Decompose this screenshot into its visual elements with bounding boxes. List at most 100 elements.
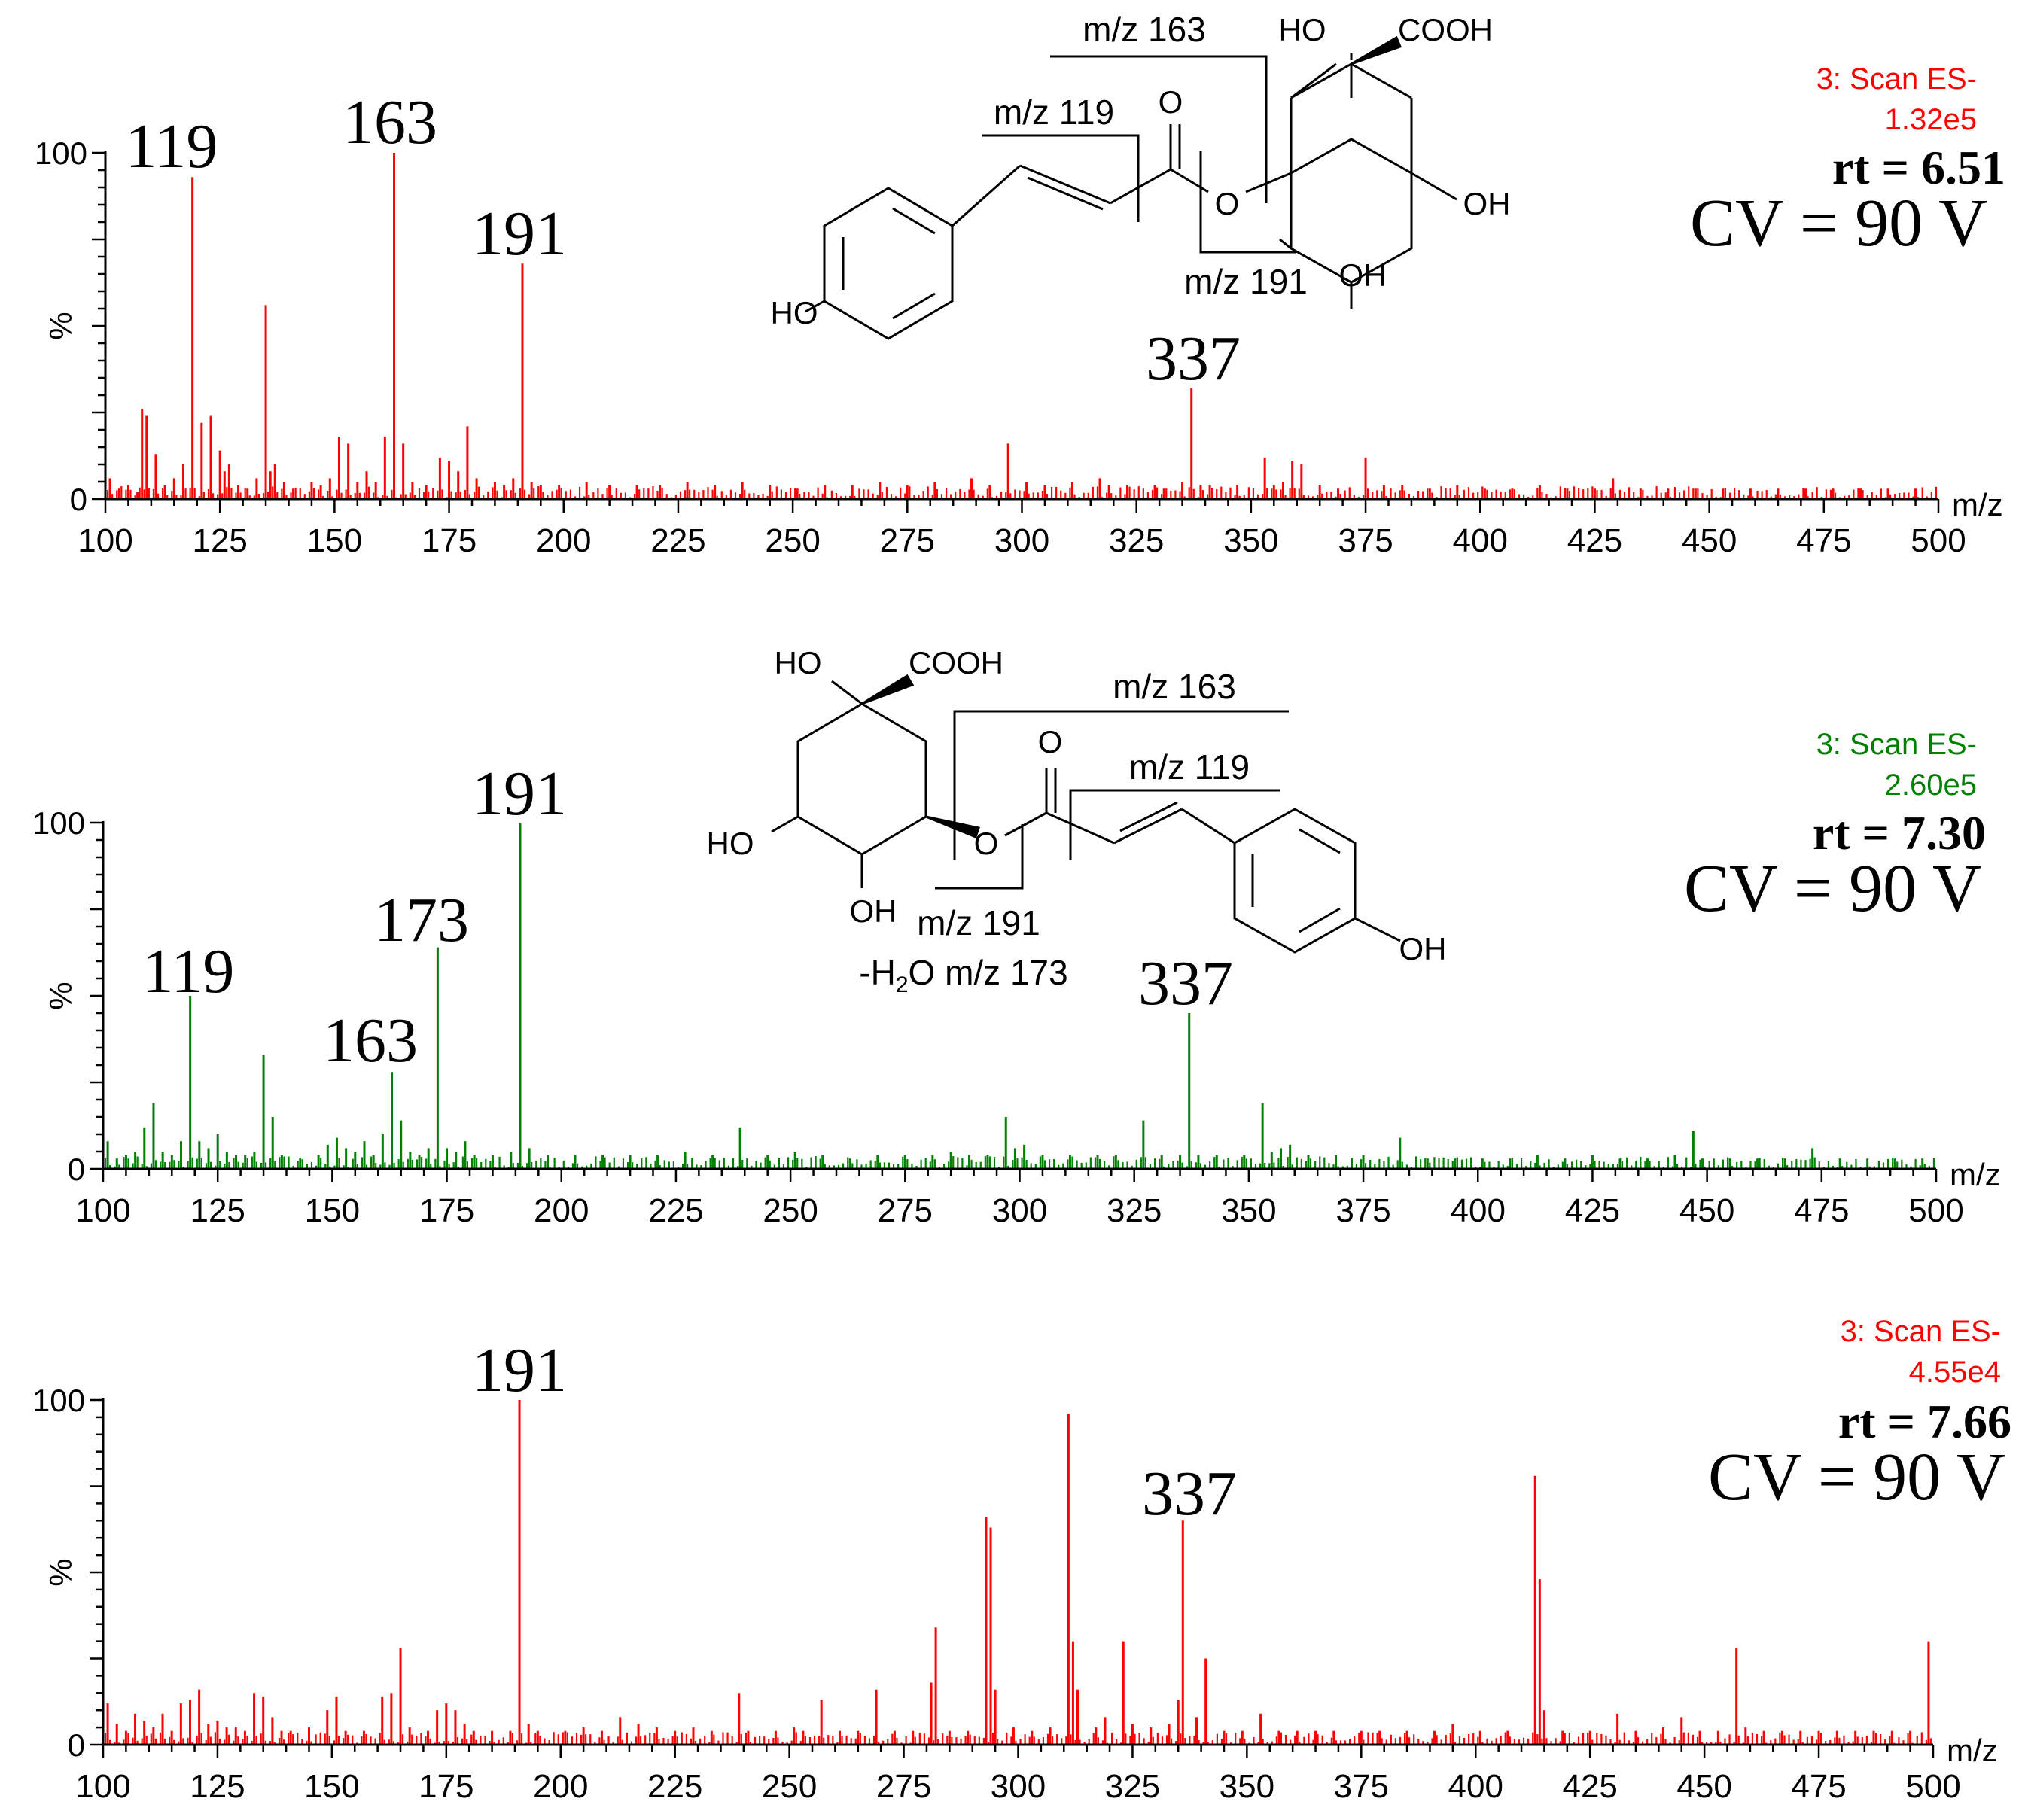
x-tick-label: 275 — [880, 522, 935, 559]
fragment-label: m/z 191 — [917, 903, 1040, 942]
x-tick-label: 200 — [536, 522, 591, 559]
x-tick-label: 125 — [190, 1768, 245, 1805]
baseline-noise — [104, 1156, 1935, 1169]
x-tick-label: 200 — [533, 1768, 588, 1805]
peak-label-119: 119 — [126, 111, 218, 181]
x-tick-label: 225 — [650, 522, 705, 559]
water-loss-label: -H2O m/z 173 — [859, 953, 1067, 997]
peak-label-163: 163 — [323, 1006, 418, 1076]
atom-label: COOH — [1398, 12, 1493, 47]
y-tick-label: 0 — [70, 482, 87, 517]
fragment-label: m/z 119 — [1129, 747, 1250, 787]
x-axis-label: m/z — [1952, 487, 2003, 522]
x-tick-label: 350 — [1221, 1192, 1276, 1229]
x-tick-label: 400 — [1448, 1768, 1503, 1805]
x-tick-label: 300 — [991, 1768, 1046, 1805]
x-tick-label: 275 — [876, 1768, 931, 1805]
peak-label-337: 337 — [1146, 324, 1241, 394]
x-tick-label: 475 — [1794, 1192, 1849, 1229]
fragment-label: m/z 119 — [994, 93, 1114, 132]
axes: 100 125 150 175 200 225 250 275 300 325 350 375 400 4… — [32, 805, 2001, 1229]
retention-time: rt = 7.66 — [1838, 1395, 2011, 1448]
x-tick-label: 475 — [1791, 1768, 1846, 1805]
chemical-structure — [771, 674, 1401, 954]
x-tick-label: 100 — [78, 522, 132, 559]
x-axis-label: m/z — [1947, 1733, 1998, 1768]
spectrum-panel-1: 100 125 150 175 200 225 250 275 300 325 350 375 400 4… — [35, 10, 2005, 559]
peak-label-337: 337 — [1142, 1459, 1237, 1529]
atom-label: O — [1159, 84, 1183, 120]
y-axis-label: % — [43, 982, 78, 1009]
x-tick-label: 175 — [419, 1192, 474, 1229]
fragment-label: m/z 163 — [1113, 667, 1236, 706]
x-tick-label: 350 — [1220, 1768, 1274, 1805]
intensity-label: 2.60e5 — [1885, 768, 1977, 802]
intensity-label: 1.32e5 — [1885, 103, 1977, 136]
x-tick-label: 125 — [192, 522, 247, 559]
spectrum-panel-2: 100 125 150 175 200 225 250 275 300 325 350 375 400 4… — [32, 645, 2001, 1229]
x-tick-label: 275 — [878, 1192, 933, 1229]
x-tick-label: 300 — [992, 1192, 1047, 1229]
x-tick-label: 325 — [1105, 1768, 1160, 1805]
x-tick-label: 375 — [1335, 1192, 1390, 1229]
atom-label: OH — [850, 893, 897, 929]
atom-label: COOH — [909, 645, 1003, 680]
y-tick-label: 100 — [32, 805, 85, 841]
x-tick-label: 225 — [648, 1192, 703, 1229]
baseline-noise — [106, 486, 1938, 499]
x-tick-label: 375 — [1338, 522, 1393, 559]
x-tick-label: 425 — [1567, 522, 1622, 559]
atom-label: O — [974, 826, 999, 861]
x-tick-label: 175 — [422, 522, 477, 559]
retention-time: rt = 7.30 — [1813, 806, 1986, 860]
x-tick-label: 500 — [1911, 522, 1966, 559]
x-tick-label: 300 — [994, 522, 1049, 559]
atom-label: HO — [775, 645, 822, 680]
x-tick-label: 450 — [1679, 1192, 1734, 1229]
peak-label-119: 119 — [142, 936, 235, 1006]
x-tick-label: 450 — [1682, 522, 1737, 559]
x-tick-label: 450 — [1676, 1768, 1731, 1805]
x-tick-label: 225 — [647, 1768, 702, 1805]
peak-label-173: 173 — [374, 885, 469, 955]
chemical-structure — [805, 35, 1457, 340]
fragment-label: m/z 163 — [1083, 10, 1206, 49]
atom-label: OH — [1339, 257, 1387, 293]
peak-label-191: 191 — [472, 199, 567, 269]
x-tick-label: 325 — [1107, 1192, 1162, 1229]
x-tick-label: 150 — [304, 1768, 359, 1805]
atom-label: HO — [771, 295, 818, 330]
y-tick-label: 0 — [68, 1152, 85, 1187]
x-tick-label: 150 — [305, 1192, 360, 1229]
peak-bars — [106, 1400, 1930, 1745]
atom-label: O — [1215, 186, 1240, 221]
fragment-label: m/z 191 — [1184, 262, 1308, 301]
y-tick-label: 0 — [68, 1727, 85, 1763]
x-tick-label: 375 — [1334, 1768, 1389, 1805]
scan-label: 3: Scan ES- — [1841, 1315, 2001, 1348]
x-tick-label: 475 — [1796, 522, 1851, 559]
x-tick-label: 400 — [1453, 522, 1508, 559]
x-tick-label: 500 — [1905, 1768, 1960, 1805]
scan-label: 3: Scan ES- — [1816, 728, 1977, 761]
atom-label: HO — [1279, 12, 1326, 47]
x-tick-label: 250 — [765, 522, 820, 559]
retention-time: rt = 6.51 — [1832, 141, 2005, 194]
scan-label: 3: Scan ES- — [1816, 62, 1977, 96]
peak-bars — [108, 153, 1917, 499]
x-tick-label: 200 — [534, 1192, 589, 1229]
baseline-noise — [104, 1732, 1932, 1745]
x-tick-label: 425 — [1565, 1192, 1620, 1229]
spectrum-panel-3: 100 125 150 175 200 225 250 275 300 325 350 375 400 4… — [32, 1315, 2011, 1805]
x-tick-label: 125 — [190, 1192, 245, 1229]
peak-label-337: 337 — [1138, 948, 1233, 1018]
x-tick-label: 250 — [762, 1768, 817, 1805]
x-tick-label: 250 — [763, 1192, 818, 1229]
atom-label: HO — [707, 826, 754, 861]
x-tick-label: 425 — [1562, 1768, 1617, 1805]
y-tick-label: 100 — [35, 135, 87, 171]
cone-voltage: CV = 90 V — [1708, 1440, 2005, 1514]
x-tick-label: 100 — [75, 1192, 130, 1229]
x-tick-label: 150 — [307, 522, 362, 559]
